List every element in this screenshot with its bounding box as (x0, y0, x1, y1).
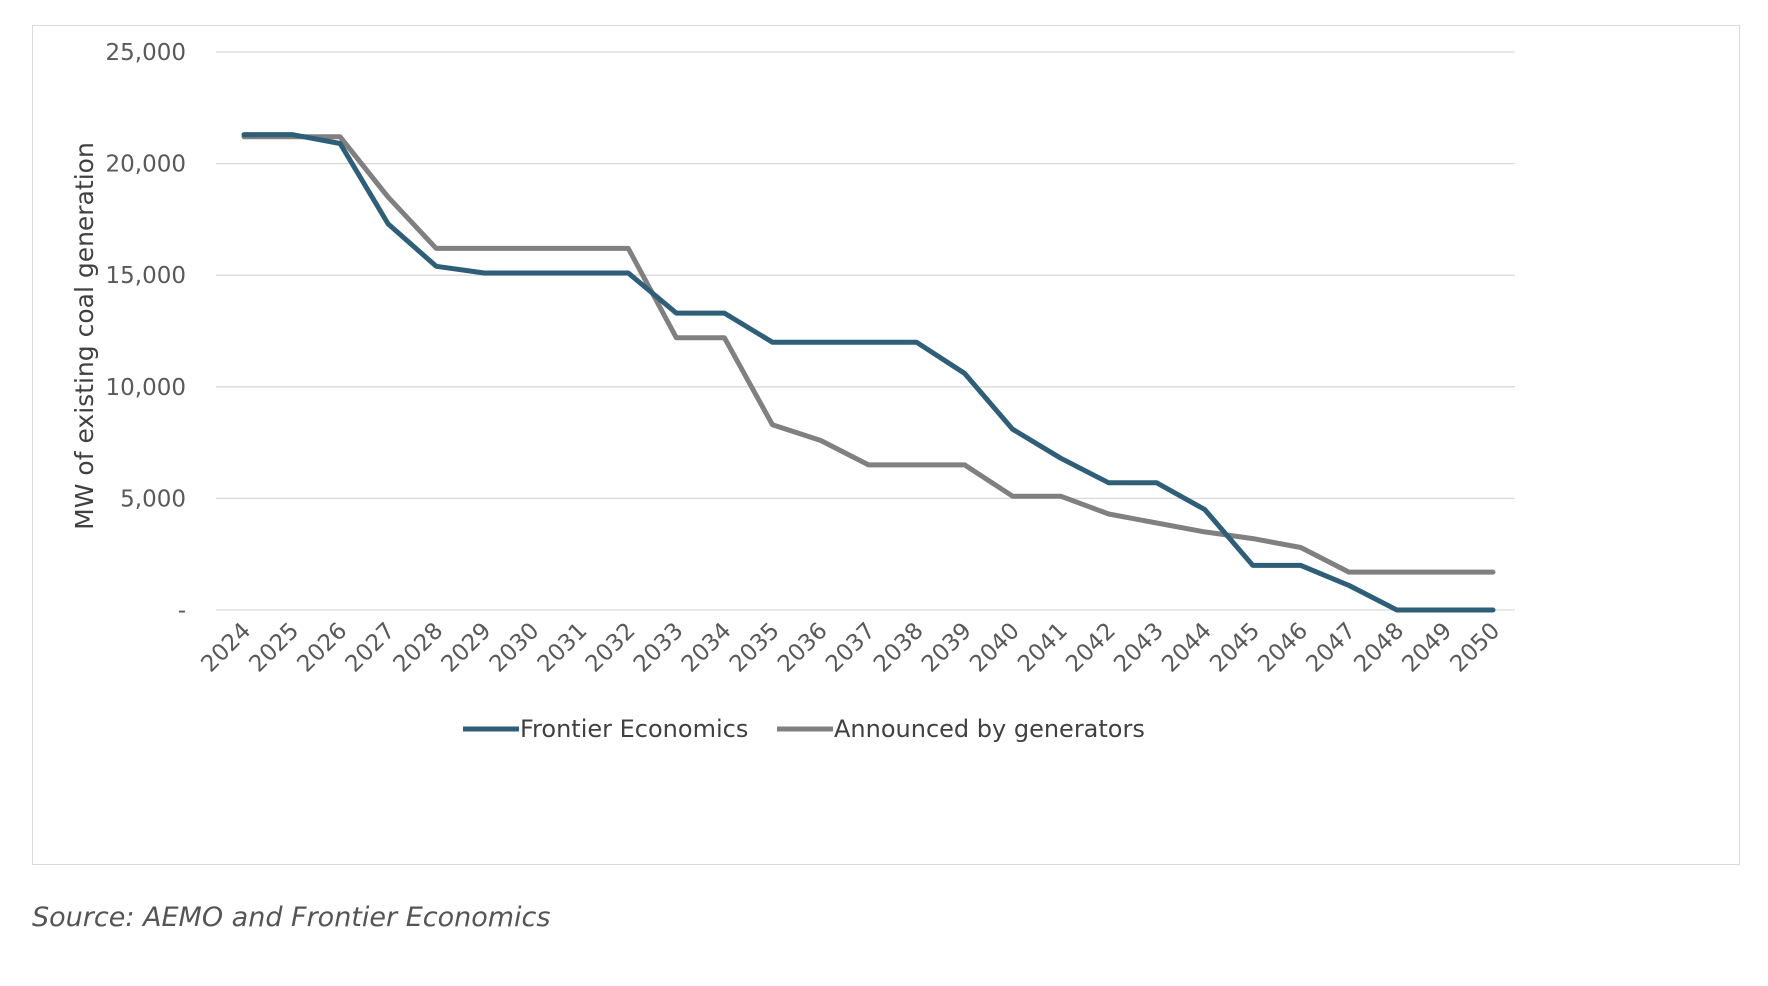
x-tick-label: 2034 (677, 618, 737, 678)
chart-frame: -5,000 10,000 15,000 20,000 25,000 2024 2025 2… (32, 25, 1740, 865)
x-tick-label: 2032 (581, 618, 641, 678)
y-tick-label: 10,000 (106, 375, 186, 401)
y-tick-label: - (178, 598, 186, 624)
x-tick-label: 2033 (629, 618, 689, 678)
y-tick-label: 25,000 (106, 40, 186, 66)
x-tick-label: 2025 (244, 618, 304, 678)
y-tick-label: 15,000 (106, 263, 186, 289)
x-tick-label: 2029 (437, 618, 497, 678)
gridlines (216, 51, 1515, 611)
x-tick-label: 2045 (1205, 618, 1265, 678)
x-tick-label: 2026 (293, 618, 353, 678)
x-tick-label: 2049 (1397, 618, 1457, 678)
x-tick-label: 2036 (773, 618, 833, 678)
series-line-announced-by-generators (241, 134, 1496, 575)
x-tick-label: 2031 (533, 618, 593, 678)
x-tick-label: 2039 (917, 618, 977, 678)
x-tick-label: 2027 (341, 618, 401, 678)
y-axis-ticks: - 5,000 10,000 15,000 20,000 25,000 (106, 40, 186, 624)
x-tick-label: 2030 (485, 618, 545, 678)
series-lines (241, 132, 1496, 613)
series-line-frontier-economics (241, 132, 1496, 613)
x-tick-label: 2046 (1253, 618, 1313, 678)
x-tick-label: 2040 (965, 618, 1025, 678)
x-tick-label: 2047 (1301, 618, 1361, 678)
x-tick-label: 2037 (821, 618, 881, 678)
x-tick-label: 2048 (1349, 618, 1409, 678)
x-tick-label: 2050 (1445, 618, 1505, 678)
source-note: Source: AEMO and Frontier Economics (32, 902, 551, 933)
x-axis-ticks: 2024202520262027202820292030203120322033… (196, 618, 1505, 678)
y-tick-label: 20,000 (106, 152, 186, 178)
x-tick-label: 2024 (196, 618, 256, 678)
x-tick-label: 2041 (1013, 618, 1073, 678)
legend: Frontier Economics Announced by generato… (463, 715, 1145, 743)
x-tick-label: 2043 (1109, 618, 1169, 678)
y-axis-label: MW of existing coal generation (70, 142, 99, 530)
x-tick-label: 2038 (869, 618, 929, 678)
x-tick-label: 2028 (389, 618, 449, 678)
legend-label-announced-by-generators: Announced by generators (834, 715, 1145, 743)
legend-label-frontier-economics: Frontier Economics (520, 715, 748, 743)
x-tick-label: 2035 (725, 618, 785, 678)
x-tick-label: 2044 (1157, 618, 1217, 678)
y-tick-label: 5,000 (120, 486, 186, 512)
x-tick-label: 2042 (1061, 618, 1121, 678)
